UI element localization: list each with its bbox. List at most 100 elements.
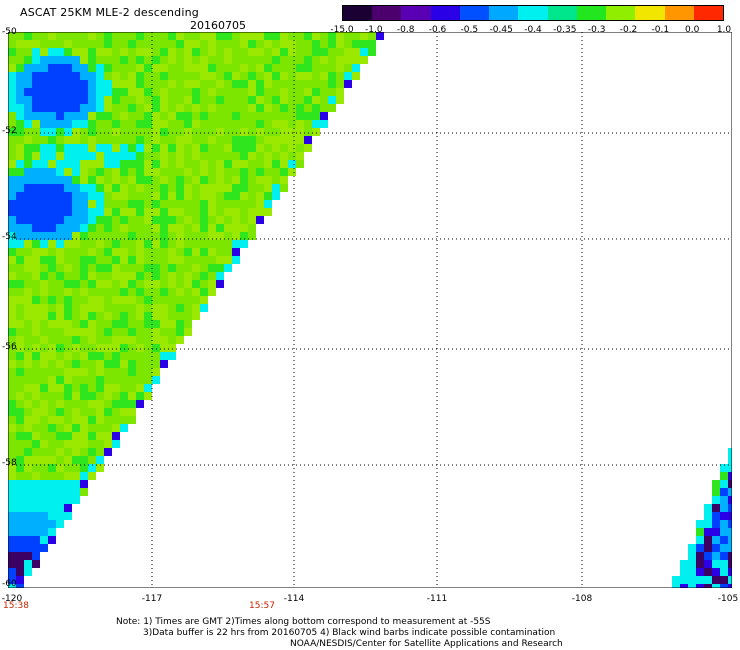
swath-cell — [208, 136, 216, 144]
swath-cell — [176, 160, 184, 168]
swath-cell — [120, 40, 128, 48]
swath-cell — [128, 88, 136, 96]
swath-cell — [80, 360, 88, 368]
swath-cell — [232, 152, 240, 160]
swath-cell — [16, 224, 24, 232]
swath-cell — [728, 552, 732, 560]
swath-cell — [192, 72, 200, 80]
swath-cell — [104, 424, 112, 432]
swath-cell — [144, 240, 152, 248]
swath-cell — [32, 184, 40, 192]
swath-cell — [72, 296, 80, 304]
swath-cell — [112, 392, 120, 400]
swath-cell — [112, 384, 120, 392]
swath-cell — [8, 376, 16, 384]
swath-cell — [64, 384, 72, 392]
swath-cell — [120, 376, 128, 384]
swath-cell — [192, 240, 200, 248]
swath-cell — [24, 96, 32, 104]
swath-cell — [216, 208, 224, 216]
swath-cell — [280, 48, 288, 56]
swath-cell — [128, 136, 136, 144]
swath-cell — [232, 104, 240, 112]
swath-cell — [144, 144, 152, 152]
swath-cell — [128, 40, 136, 48]
swath-cell — [96, 232, 104, 240]
swath-cell — [128, 72, 136, 80]
swath-cell — [104, 376, 112, 384]
swath-cell — [64, 432, 72, 440]
swath-cell — [112, 360, 120, 368]
swath-cell — [56, 224, 64, 232]
color-scale-segment — [664, 6, 694, 20]
swath-cell — [200, 112, 208, 120]
swath-cell — [64, 352, 72, 360]
swath-cell — [72, 496, 80, 504]
swath-cell — [304, 144, 312, 152]
swath-cell — [128, 352, 136, 360]
swath-cell — [224, 232, 232, 240]
swath-cell — [248, 32, 256, 40]
swath-cell — [40, 456, 48, 464]
swath-cell — [208, 40, 216, 48]
swath-cell — [8, 496, 16, 504]
swath-cell — [64, 48, 72, 56]
swath-cell — [232, 176, 240, 184]
swath-cell — [24, 288, 32, 296]
swath-cell — [192, 168, 200, 176]
swath-cell — [8, 432, 16, 440]
swath-cell — [40, 272, 48, 280]
swath-cell — [40, 144, 48, 152]
swath-cell — [136, 128, 144, 136]
swath-cell — [48, 496, 56, 504]
swath-cell — [216, 80, 224, 88]
swath-cell — [144, 128, 152, 136]
swath-cell — [328, 64, 336, 72]
swath-cell — [312, 88, 320, 96]
swath-cell — [8, 344, 16, 352]
swath-cell — [704, 544, 712, 552]
swath-cell — [200, 184, 208, 192]
swath-cell — [48, 400, 56, 408]
swath-cell — [112, 424, 120, 432]
swath-cell — [32, 344, 40, 352]
swath-cell — [120, 352, 128, 360]
swath-cell — [192, 192, 200, 200]
swath-cell — [304, 128, 312, 136]
swath-cell — [176, 88, 184, 96]
swath-cell — [8, 568, 16, 576]
swath-cell — [56, 64, 64, 72]
swath-cell — [720, 568, 728, 576]
swath-cell — [64, 480, 72, 488]
swath-cell — [64, 488, 72, 496]
swath-cell — [176, 136, 184, 144]
swath-cell — [216, 200, 224, 208]
swath-cell — [152, 272, 160, 280]
swath-cell — [64, 264, 72, 272]
swath-cell — [40, 264, 48, 272]
swath-cell — [8, 56, 16, 64]
swath-cell — [80, 184, 88, 192]
swath-cell — [40, 232, 48, 240]
swath-cell — [240, 104, 248, 112]
swath-cell — [88, 56, 96, 64]
swath-cell — [304, 112, 312, 120]
swath-cell — [48, 272, 56, 280]
swath-cell — [232, 72, 240, 80]
swath-cell — [24, 432, 32, 440]
swath-cell — [16, 200, 24, 208]
swath-cell — [296, 56, 304, 64]
swath-cell — [136, 256, 144, 264]
swath-cell — [288, 40, 296, 48]
swath-cell — [64, 144, 72, 152]
swath-cell — [136, 264, 144, 272]
swath-cell — [72, 392, 80, 400]
swath-cell — [32, 96, 40, 104]
swath-cell — [112, 256, 120, 264]
swath-cell — [56, 56, 64, 64]
swath-cell — [320, 80, 328, 88]
swath-cell — [56, 280, 64, 288]
swath-cell — [72, 200, 80, 208]
swath-cell — [712, 552, 720, 560]
swath-cell — [152, 176, 160, 184]
